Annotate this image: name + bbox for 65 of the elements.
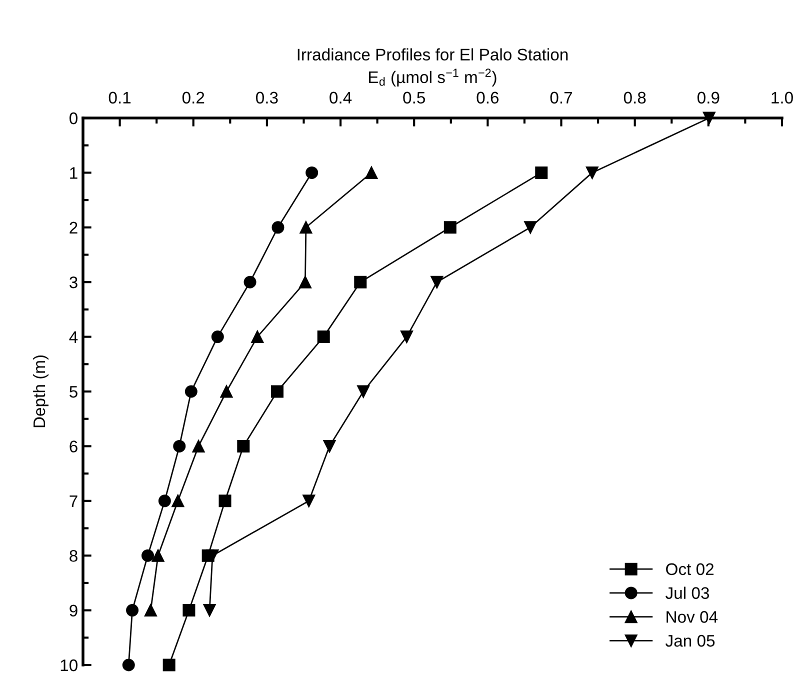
point: [430, 276, 444, 288]
y-tick-label: 3: [70, 276, 78, 288]
y-tick-label: 8: [70, 550, 78, 562]
y-tick-label: 2: [70, 222, 78, 234]
point: [237, 440, 250, 452]
x-tick-label: 0.2: [182, 92, 204, 104]
point: [126, 604, 139, 617]
point: [144, 604, 157, 617]
x-tick-label: 1.0: [772, 92, 793, 104]
point: [122, 658, 135, 672]
point: [182, 604, 196, 617]
point: [302, 494, 316, 508]
point: [142, 549, 154, 562]
y-tick-label: 4: [69, 331, 78, 343]
chart-title: Irradiance Profiles for El Palo Station: [298, 48, 568, 61]
x-axis-title: E$_{d}$ (µmol s$^{−1}$ m$^{−2}$): [369, 68, 496, 86]
y-tick-label: 1: [70, 167, 78, 179]
point: [206, 549, 219, 562]
legend-label: Jan 05: [666, 634, 715, 647]
point: [298, 276, 312, 288]
point: [203, 604, 216, 617]
point: [357, 385, 370, 398]
point: [400, 330, 413, 344]
point: [158, 494, 171, 508]
point: [323, 440, 336, 452]
point: [152, 549, 164, 562]
point: [211, 330, 224, 344]
point: [162, 658, 176, 672]
point: [173, 440, 186, 452]
point: [524, 221, 537, 234]
y-tick-label: 0: [70, 112, 78, 124]
point: [272, 221, 284, 234]
x-tick-label: 0.5: [403, 92, 425, 104]
point: [365, 166, 378, 179]
point: [300, 221, 312, 234]
y-tick-label: 7: [70, 495, 78, 507]
x-tick-label: 0.7: [550, 92, 572, 104]
legend-label: Nov 04: [666, 611, 718, 623]
point: [218, 494, 232, 508]
x-tick-label: 0.4: [330, 92, 352, 104]
point: [251, 330, 264, 344]
point: [306, 166, 318, 179]
point: [184, 385, 198, 398]
point: [271, 385, 284, 398]
y-tick-label: 6: [70, 440, 78, 452]
point: [354, 276, 367, 288]
x-tick-label: 0.8: [624, 92, 646, 104]
y-axis-title: Depth (m): [32, 355, 48, 428]
x-tick-label: 0.9: [697, 92, 720, 104]
point: [220, 385, 233, 398]
point: [244, 276, 256, 288]
y-tick-label: 9: [70, 604, 78, 617]
point: [172, 494, 184, 508]
x-tick-label: 0.6: [476, 92, 499, 104]
legend-label: Oct 02: [666, 563, 714, 576]
y-tick-label: 10: [60, 659, 78, 672]
point: [586, 166, 598, 179]
y-tick-label: 5: [70, 386, 78, 398]
point: [535, 166, 548, 179]
x-tick-label: 0.3: [256, 92, 278, 104]
point: [192, 440, 205, 452]
point: [317, 330, 330, 344]
x-tick-label: 0.1: [108, 92, 131, 104]
legend-label: Jul 03: [666, 586, 710, 599]
point: [444, 221, 456, 234]
